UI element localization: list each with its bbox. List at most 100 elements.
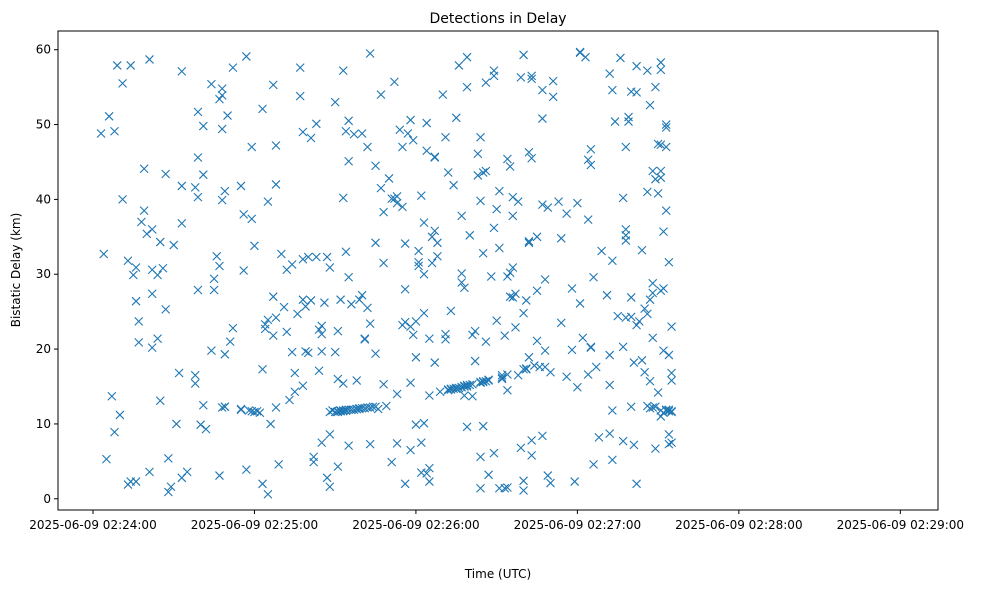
data-point [365, 49, 375, 58]
data-point [403, 129, 413, 138]
data-point [239, 266, 249, 275]
data-point [147, 343, 157, 352]
data-point [217, 403, 227, 412]
data-point [626, 293, 636, 302]
data-point [651, 174, 660, 184]
data-point [336, 295, 345, 305]
data-point [287, 260, 297, 269]
data-point [575, 48, 585, 58]
data-point [494, 186, 504, 196]
data-point [338, 66, 348, 76]
data-point [481, 337, 491, 346]
data-point [433, 251, 442, 261]
data-point [163, 487, 173, 497]
data-point [470, 356, 480, 366]
data-point [497, 373, 507, 382]
data-point [462, 422, 472, 432]
data-point [454, 383, 464, 393]
data-point [667, 438, 676, 448]
data-point [605, 429, 615, 439]
data-point [193, 192, 203, 202]
data-point [357, 290, 367, 300]
data-point [543, 471, 553, 480]
data-point [360, 334, 370, 344]
data-point [147, 289, 157, 299]
data-point [244, 406, 254, 415]
data-point [422, 468, 432, 478]
data-point [621, 236, 631, 245]
data-point [492, 316, 502, 326]
data-point [451, 113, 461, 123]
data-point [468, 330, 477, 340]
data-point [653, 388, 663, 397]
data-point [459, 283, 469, 293]
data-point [494, 243, 504, 253]
data-point [349, 129, 359, 139]
data-point [521, 364, 531, 373]
data-point [424, 463, 434, 473]
data-point [648, 278, 658, 288]
data-point [653, 189, 663, 198]
data-point [193, 153, 203, 162]
data-point [462, 382, 472, 391]
x-tick-label: 2025-06-09 02:28:00 [675, 518, 802, 532]
data-point [653, 139, 663, 149]
data-point [583, 215, 593, 224]
data-point [618, 193, 628, 203]
data-point [656, 140, 666, 150]
data-point [373, 404, 383, 414]
data-point [268, 331, 278, 341]
data-point [484, 375, 493, 385]
data-point [478, 421, 488, 431]
data-point [153, 270, 162, 280]
data-point [295, 63, 305, 73]
data-point [314, 325, 324, 335]
plot-area [58, 31, 938, 510]
data-point [419, 269, 429, 279]
data-point [190, 370, 200, 380]
data-point [145, 467, 154, 477]
data-point [169, 240, 179, 250]
data-point [435, 387, 445, 397]
y-tick-label: 10 [36, 417, 51, 431]
data-point [481, 78, 491, 88]
data-point [433, 238, 442, 248]
data-point [656, 65, 666, 75]
data-point [398, 142, 407, 152]
data-point [198, 400, 208, 410]
data-point [406, 115, 415, 125]
data-point [414, 246, 424, 256]
data-point [540, 275, 550, 284]
data-point [645, 100, 655, 110]
data-point [414, 257, 424, 267]
data-point [632, 61, 641, 71]
data-point [645, 376, 655, 386]
data-point [225, 337, 235, 346]
data-point [489, 71, 499, 81]
data-point [640, 367, 650, 377]
data-point [182, 467, 192, 477]
data-point [228, 63, 238, 73]
data-point [371, 238, 380, 248]
data-point [215, 261, 224, 271]
scatter-points [96, 47, 676, 499]
data-point [387, 457, 397, 467]
data-point [516, 73, 526, 82]
data-point [492, 204, 502, 214]
data-point [139, 206, 149, 216]
data-point [430, 153, 440, 162]
data-point [591, 362, 601, 372]
data-point [532, 232, 542, 242]
data-point [567, 284, 577, 293]
data-point [384, 174, 394, 183]
data-point [266, 419, 275, 429]
data-point [320, 298, 329, 308]
data-point [419, 418, 429, 428]
data-point [459, 391, 469, 400]
data-point [341, 126, 351, 136]
data-point [408, 330, 418, 340]
data-point [271, 403, 281, 412]
data-point [236, 404, 246, 414]
x-tick-label: 2025-06-09 02:27:00 [514, 518, 641, 532]
data-point [556, 318, 566, 328]
